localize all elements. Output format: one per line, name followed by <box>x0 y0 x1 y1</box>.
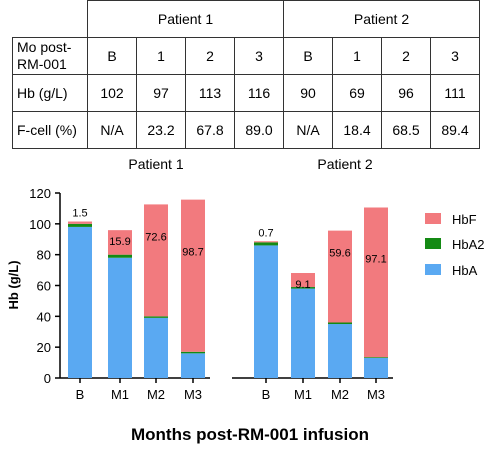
table-cell: N/A <box>87 111 137 149</box>
bar-segment-hba <box>254 245 278 378</box>
x-tick-label: M2 <box>147 387 165 402</box>
x-tick-label: M3 <box>184 387 202 402</box>
bar-segment-hba2 <box>181 351 205 354</box>
bar-segment-hba <box>328 324 352 378</box>
table-corner <box>12 0 88 38</box>
y-tick-label: 120 <box>29 186 51 201</box>
table-cell: 18.4 <box>332 111 382 149</box>
table-cell: 23.2 <box>136 111 186 149</box>
table-cell: 1 <box>136 37 186 75</box>
table-row: Mo post- RM-001 B 1 2 3 B 1 2 3 <box>12 37 480 75</box>
legend-label-hbf: HbF <box>452 212 477 227</box>
group-header: Patient 1 <box>87 0 284 38</box>
table-cell: 67.8 <box>185 111 235 149</box>
x-axis-label: Months post-RM-001 infusion <box>131 425 369 444</box>
table-cell: 111 <box>430 74 480 112</box>
bar-segment-hbf <box>364 207 388 358</box>
table-cell: 116 <box>234 74 284 112</box>
bar-segment-hba2 <box>144 316 168 318</box>
x-tick-label: B <box>76 387 85 402</box>
table-cell: 90 <box>283 74 333 112</box>
hbf-value-label: 15.9 <box>109 236 130 248</box>
bar-segment-hba <box>364 357 388 378</box>
table-header-row: Patient 1 Patient 2 <box>12 0 480 38</box>
hbf-value-label: 72.6 <box>145 231 166 243</box>
bar-segment-hbf <box>108 230 132 255</box>
table-cell: B <box>283 37 333 75</box>
bar-segment-hba <box>144 317 168 378</box>
table-cell: 89.4 <box>430 111 480 149</box>
row-label: Hb (g/L) <box>12 74 88 112</box>
bar-segment-hba2 <box>328 322 352 325</box>
bar-segment-hba2 <box>68 223 92 227</box>
bar-segment-hba2 <box>291 287 315 289</box>
hbf-value-label: 0.7 <box>258 227 273 239</box>
legend-label-hba2: HbA2 <box>452 237 485 252</box>
y-tick-label: 100 <box>29 217 51 232</box>
bar-segment-hbf <box>291 273 315 288</box>
hbf-value-label: 97.1 <box>365 253 386 265</box>
x-tick-label: M1 <box>111 387 129 402</box>
legend-swatch-hba <box>425 264 441 275</box>
bar-segment-hbf <box>181 199 205 352</box>
stacked-bar-chart: Patient 1 Patient 2 Hb (g/L) Months post… <box>6 156 485 444</box>
chart-legend: HbF HbA2 HbA <box>425 212 485 278</box>
table-cell: 97 <box>136 74 186 112</box>
bar-segment-hbf <box>144 204 168 317</box>
table-cell: 102 <box>87 74 137 112</box>
table-cell: 3 <box>430 37 480 75</box>
table-cell: 96 <box>381 74 431 112</box>
y-tick-label: 0 <box>44 371 51 386</box>
x-tick-label: M2 <box>331 387 349 402</box>
bar-segment-hba <box>108 257 132 378</box>
bar-segment-hba2 <box>254 242 278 246</box>
bar-segment-hba2 <box>364 357 388 358</box>
bar-segment-hba <box>68 226 92 378</box>
group-header: Patient 2 <box>283 0 480 38</box>
row-label-line: RM-001 <box>17 56 67 72</box>
row-label-line: Mo post- <box>17 39 72 55</box>
patient-data-table: Patient 1 Patient 2 Mo post- RM-001 B 1 2 3 B 1 2 3… <box>12 0 480 149</box>
legend-label-hba: HbA <box>452 263 478 278</box>
table-cell: 3 <box>234 37 284 75</box>
table-cell: 2 <box>185 37 235 75</box>
panel-title-patient-2: Patient 2 <box>317 156 372 172</box>
x-tick-label: M3 <box>367 387 385 402</box>
y-tick-label: 60 <box>37 279 51 294</box>
table-cell: 68.5 <box>381 111 431 149</box>
bar-segment-hbf <box>68 221 92 224</box>
hbf-value-label: 9.1 <box>295 279 310 291</box>
x-tick-label: M1 <box>294 387 312 402</box>
hbf-value-label: 59.6 <box>329 248 350 260</box>
bar-segment-hba <box>181 353 205 378</box>
y-tick-label: 40 <box>37 309 51 324</box>
table-cell: 2 <box>381 37 431 75</box>
legend-swatch-hbf <box>425 213 441 224</box>
row-label: Mo post- RM-001 <box>12 37 88 75</box>
row-label: F-cell (%) <box>12 111 88 149</box>
table-row: Hb (g/L) 102 97 113 116 90 69 96 111 <box>12 74 480 112</box>
bar-segment-hba <box>291 288 315 378</box>
table-cell: 113 <box>185 74 235 112</box>
table-cell: 69 <box>332 74 382 112</box>
panel-title-patient-1: Patient 1 <box>128 156 183 172</box>
y-tick-label: 80 <box>37 248 51 263</box>
table-cell: B <box>87 37 137 75</box>
hbf-value-label: 1.5 <box>72 208 87 220</box>
table-cell: 1 <box>332 37 382 75</box>
table-row: F-cell (%) N/A 23.2 67.8 89.0 N/A 18.4 68.5 89.4 <box>12 111 480 149</box>
y-axis-label: Hb (g/L) <box>6 260 21 309</box>
bar-segment-hbf <box>328 230 352 323</box>
x-tick-label: B <box>262 387 271 402</box>
table-cell: N/A <box>283 111 333 149</box>
bar-segment-hbf <box>254 241 278 243</box>
y-tick-label: 20 <box>37 340 51 355</box>
legend-swatch-hba2 <box>425 238 441 249</box>
hbf-value-label: 98.7 <box>182 247 203 259</box>
table-cell: 89.0 <box>234 111 284 149</box>
bar-segment-hba2 <box>108 254 132 258</box>
